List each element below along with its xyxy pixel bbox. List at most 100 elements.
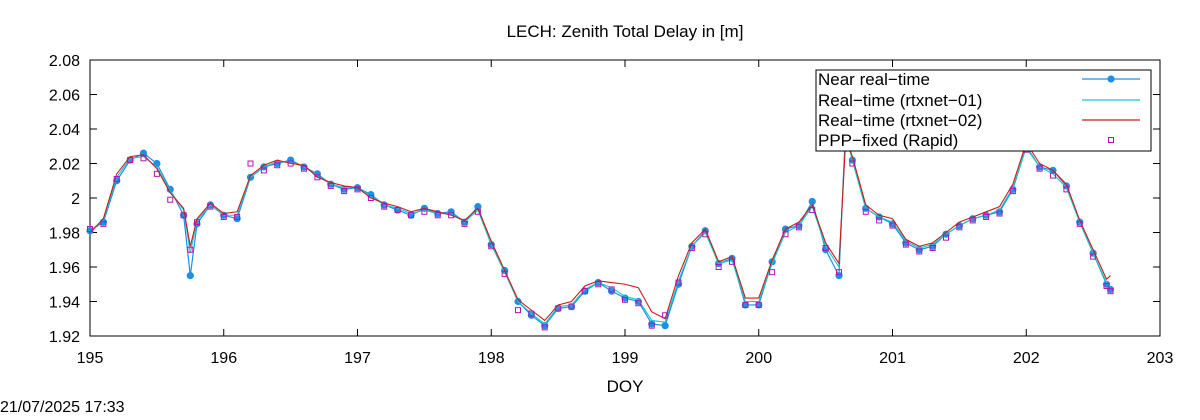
data-point: [86, 227, 94, 235]
data-point: [702, 231, 709, 238]
data-point: [902, 239, 910, 247]
y-tick-label: 2.04: [49, 122, 80, 139]
data-point: [635, 300, 642, 307]
legend-label: Real−time (rtxnet−02): [818, 111, 982, 130]
data-point: [448, 212, 455, 219]
data-point: [527, 311, 535, 319]
data-point: [474, 203, 482, 211]
data-point: [555, 305, 562, 312]
data-point: [809, 207, 816, 214]
y-tick-label: 2: [71, 191, 80, 208]
data-point: [194, 219, 200, 226]
data-point: [876, 217, 883, 224]
data-point: [849, 160, 856, 167]
legend-label: Real−time (rtxnet−01): [818, 91, 982, 110]
legend-swatch-point: [1108, 137, 1114, 143]
data-point: [501, 270, 508, 277]
data-point: [581, 287, 589, 295]
data-point: [140, 155, 147, 162]
data-point: [187, 246, 194, 253]
x-tick-label: 201: [879, 350, 906, 367]
series-line: [89, 139, 1111, 322]
data-point: [595, 281, 602, 288]
y-tick-label: 1.94: [49, 295, 80, 312]
data-point: [662, 312, 669, 319]
data-point: [301, 165, 307, 172]
data-point: [769, 269, 776, 276]
legend: Near real−time Real−time (rtxnet−01)Real−…: [815, 69, 1152, 152]
x-tick-label: 203: [1147, 350, 1174, 367]
data-point: [341, 188, 348, 195]
data-point: [1090, 253, 1097, 260]
data-point: [729, 258, 735, 265]
data-point: [675, 279, 682, 286]
data-point: [622, 296, 628, 303]
data-point: [421, 208, 428, 215]
x-tick-label: 199: [612, 350, 639, 367]
data-point: [715, 264, 722, 270]
data-point: [474, 208, 481, 215]
data-point: [528, 310, 535, 317]
x-tick-label: 196: [210, 350, 237, 367]
data-point: [755, 301, 762, 308]
legend-label: Near real−time: [818, 70, 930, 89]
y-tick-label: 1.92: [49, 329, 80, 346]
x-axis: 195 196 197 198 199 200 201 202 203: [77, 60, 1174, 367]
timestamp: 21/07/2025 17:33: [0, 399, 125, 416]
data-point: [207, 203, 214, 210]
data-point: [969, 217, 976, 224]
y-tick-label: 2.02: [49, 157, 80, 174]
data-point: [648, 320, 656, 328]
data-point: [862, 208, 869, 215]
data-point: [568, 303, 575, 310]
data-point: [434, 212, 441, 219]
y-tick-label: 2.06: [49, 88, 80, 105]
series-3: [87, 143, 1114, 331]
data-point: [795, 224, 802, 231]
y-tick-label: 2.08: [49, 53, 80, 70]
x-axis-label: DOY: [607, 377, 644, 396]
data-point: [1076, 220, 1083, 227]
y-tick-label: 1.98: [49, 226, 80, 243]
data-point: [220, 213, 227, 220]
data-point: [688, 245, 695, 252]
plot-area: [86, 121, 1115, 331]
data-point: [354, 186, 361, 193]
data-point: [956, 224, 963, 231]
data-point: [782, 231, 789, 238]
data-point: [260, 167, 267, 174]
x-tick-label: 195: [77, 350, 104, 367]
data-point: [983, 213, 990, 220]
data-point: [327, 182, 334, 189]
data-point: [233, 215, 241, 223]
data-point: [87, 226, 93, 233]
data-point: [408, 212, 414, 219]
data-point: [916, 248, 923, 255]
y-tick-label: 1.96: [49, 260, 80, 277]
x-tick-label: 200: [745, 350, 772, 367]
data-point: [1107, 288, 1114, 295]
data-point: [835, 272, 843, 280]
x-tick-label: 197: [344, 350, 371, 367]
data-point: [381, 203, 388, 210]
data-point: [889, 222, 896, 229]
x-tick-label: 198: [478, 350, 505, 367]
data-point: [541, 322, 549, 330]
data-point: [822, 246, 830, 254]
data-point: [608, 286, 615, 293]
legend-label: PPP−fixed (Rapid): [818, 131, 958, 150]
data-point: [822, 245, 829, 252]
data-point: [153, 170, 160, 177]
data-point: [929, 245, 936, 252]
data-point: [1063, 186, 1070, 193]
data-point: [167, 196, 174, 203]
data-point: [836, 269, 842, 276]
data-point: [461, 220, 468, 227]
chart-title: LECH: Zenith Total Delay in [m]: [507, 22, 744, 41]
data-point: [180, 212, 187, 219]
data-point: [314, 174, 321, 181]
data-point: [741, 301, 749, 309]
x-tick-label: 202: [1013, 350, 1040, 367]
data-point: [808, 197, 816, 206]
data-point: [1036, 165, 1043, 172]
